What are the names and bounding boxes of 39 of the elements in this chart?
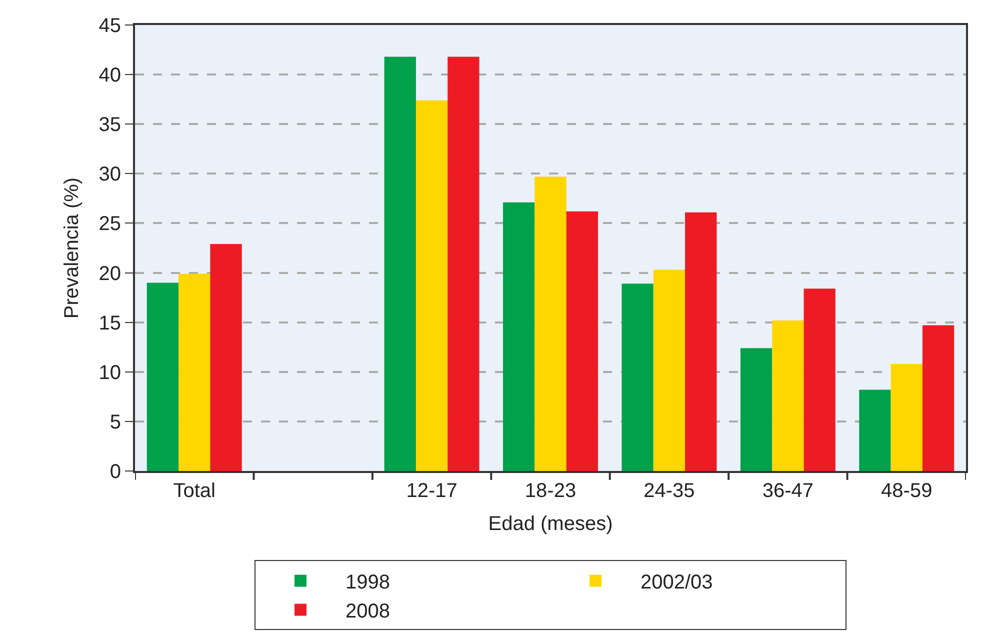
bar	[178, 274, 210, 471]
bar	[772, 320, 804, 471]
bar	[416, 100, 448, 471]
y-tick-label: 40	[98, 64, 121, 87]
bar	[534, 176, 566, 471]
y-tick-label: 30	[98, 164, 121, 186]
x-tick-label: 24-35	[644, 480, 695, 502]
y-tick-label: 5	[110, 411, 121, 434]
x-tick-label: 48-59	[881, 480, 932, 502]
bar	[566, 211, 598, 471]
bar	[922, 325, 954, 471]
bar	[503, 202, 535, 471]
bar	[859, 390, 891, 471]
bar	[384, 56, 416, 471]
y-tick-label: 25	[98, 213, 121, 236]
bar	[685, 212, 717, 471]
bar	[622, 284, 654, 471]
bar	[890, 364, 922, 471]
legend-label: 2002/03	[640, 572, 713, 594]
x-axis-title: Edad (meses)	[488, 513, 613, 535]
legend-label: 1998	[346, 572, 390, 594]
y-tick-label: 0	[110, 461, 121, 483]
y-tick-label: 20	[98, 262, 121, 285]
x-tick-label: Total	[173, 480, 216, 502]
x-tick-label: 12-17	[406, 480, 458, 502]
y-tick-label: 45	[98, 15, 121, 37]
bar	[146, 282, 179, 471]
y-tick-label: 15	[98, 312, 121, 334]
y-tick-label: 10	[98, 362, 121, 384]
bar	[448, 56, 480, 471]
x-tick-label: 18-23	[524, 480, 576, 502]
bar	[804, 288, 836, 471]
bar	[653, 270, 686, 471]
y-axis-title: Prevalencia (%)	[60, 177, 83, 319]
y-tick-label: 35	[98, 114, 121, 136]
x-tick-label: 36-47	[762, 480, 814, 502]
bar	[740, 348, 772, 471]
bar	[210, 244, 242, 471]
legend-label: 2008	[346, 600, 390, 622]
